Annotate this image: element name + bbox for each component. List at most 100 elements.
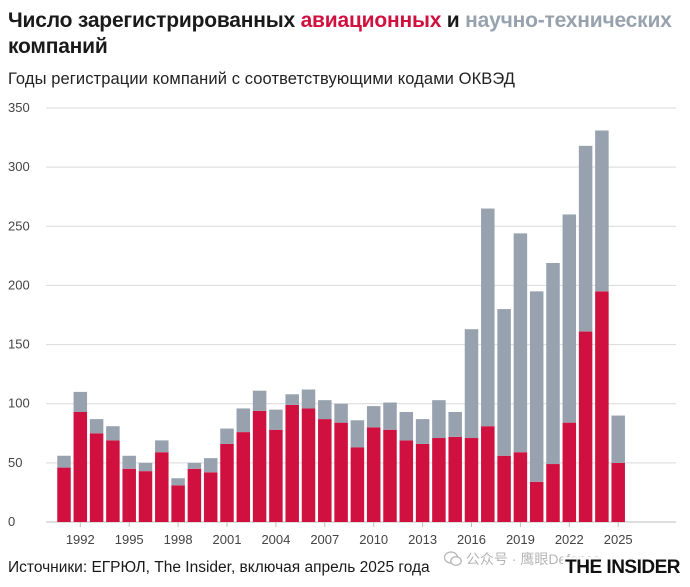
- bar-scitech-1998: [171, 478, 185, 486]
- bars: [57, 130, 625, 522]
- bar-scitech-2004: [269, 409, 283, 430]
- bar-scitech-2007: [318, 400, 332, 420]
- title-part3: компаний: [8, 35, 108, 58]
- bar-scitech-1991: [57, 455, 71, 468]
- x-tick-label-2022: 2022: [555, 532, 584, 547]
- bar-scitech-2002: [236, 408, 251, 433]
- bar-aviation-1998: [171, 485, 185, 522]
- bar-aviation-2020: [529, 481, 544, 522]
- x-tick-label-2004: 2004: [261, 532, 290, 547]
- bar-scitech-2017: [481, 208, 495, 427]
- bar-aviation-2021: [546, 464, 560, 522]
- bar-scitech-2011: [383, 402, 397, 430]
- bar-aviation-2019: [513, 452, 528, 522]
- bar-aviation-2009: [350, 447, 365, 522]
- y-tick-label-350: 350: [8, 100, 30, 115]
- bar-scitech-1996: [138, 462, 153, 472]
- bar-aviation-2008: [334, 422, 348, 522]
- bar-aviation-2015: [448, 436, 462, 522]
- bar-aviation-1996: [138, 471, 153, 522]
- title-scitech-series: научно-технических: [465, 9, 672, 32]
- bar-aviation-2002: [236, 432, 251, 522]
- bar-aviation-2011: [383, 429, 397, 522]
- y-axis: 0 50 100 150 200 250 300 350: [8, 100, 30, 529]
- bar-scitech-2005: [285, 394, 299, 405]
- title-part2: и: [441, 9, 466, 32]
- bar-aviation-2025: [611, 462, 625, 522]
- bar-aviation-2013: [415, 443, 430, 522]
- y-tick-label-150: 150: [8, 337, 30, 352]
- bar-scitech-2018: [497, 309, 511, 456]
- bar-aviation-2010: [366, 427, 381, 522]
- chart-title: Число зарегистрированных авиационных и н…: [8, 8, 678, 60]
- title-aviation-series: авиационных: [300, 9, 442, 32]
- y-tick-label-100: 100: [8, 396, 30, 411]
- bar-scitech-2016: [464, 329, 479, 439]
- bar-scitech-1995: [122, 455, 136, 469]
- bar-scitech-2000: [203, 458, 218, 473]
- title-part1: Число зарегистрированных: [8, 9, 301, 32]
- x-tick-label-1998: 1998: [164, 532, 193, 547]
- bar-scitech-2019: [513, 233, 528, 453]
- bar-scitech-2023: [578, 145, 593, 332]
- bar-aviation-1993: [89, 433, 104, 522]
- bar-scitech-1993: [89, 419, 104, 434]
- bar-scitech-2020: [529, 291, 544, 482]
- bar-scitech-2015: [448, 411, 462, 437]
- bar-scitech-2024: [595, 130, 609, 292]
- stacked-bar-chart: 0 50 100 150 200 250 300 350 1992 1995 1998 2001 20…: [8, 100, 676, 547]
- bar-aviation-2004: [269, 429, 283, 522]
- bar-scitech-2013: [415, 419, 430, 444]
- bar-scitech-1994: [106, 426, 120, 441]
- bar-aviation-2023: [578, 331, 593, 522]
- bar-aviation-1994: [106, 440, 120, 522]
- x-tick-label-2007: 2007: [310, 532, 339, 547]
- bar-scitech-2001: [220, 428, 234, 444]
- bar-aviation-2018: [497, 455, 511, 522]
- brand-logo: THE INSIDER: [563, 557, 682, 579]
- y-tick-label-300: 300: [8, 159, 30, 174]
- bar-aviation-2014: [432, 438, 446, 522]
- x-tick-label-2013: 2013: [408, 532, 437, 547]
- x-tick-label-2019: 2019: [506, 532, 535, 547]
- wechat-icon: [443, 551, 462, 567]
- chart-subtitle: Годы регистрации компаний с соответствую…: [8, 70, 516, 88]
- bar-scitech-1999: [187, 462, 202, 469]
- y-tick-label-0: 0: [8, 514, 15, 529]
- bar-aviation-1999: [187, 468, 202, 522]
- bar-scitech-2003: [252, 390, 267, 411]
- bar-aviation-1992: [73, 411, 88, 522]
- x-tick-label-1992: 1992: [66, 532, 95, 547]
- bar-aviation-2016: [464, 438, 479, 522]
- bar-aviation-2006: [301, 408, 316, 522]
- bar-aviation-1997: [155, 452, 169, 522]
- bar-scitech-2009: [350, 420, 365, 448]
- bar-aviation-2017: [481, 426, 495, 522]
- x-tick-label-2001: 2001: [213, 532, 242, 547]
- bar-aviation-2024: [595, 291, 609, 522]
- bar-scitech-2025: [611, 415, 625, 463]
- bar-scitech-2014: [432, 400, 446, 439]
- bar-scitech-2022: [562, 214, 577, 423]
- y-tick-label-50: 50: [8, 455, 22, 470]
- bar-aviation-2003: [252, 410, 267, 522]
- x-tick-label-2016: 2016: [457, 532, 486, 547]
- x-tick-label-1995: 1995: [115, 532, 144, 547]
- bar-scitech-2010: [366, 406, 381, 428]
- y-tick-label-250: 250: [8, 218, 30, 233]
- bar-scitech-1997: [155, 440, 169, 453]
- bar-scitech-1992: [73, 391, 88, 412]
- bar-aviation-1991: [57, 467, 71, 522]
- bar-aviation-2000: [203, 472, 218, 522]
- sources-note: Источники: ЕГРЮЛ, The Insider, включая а…: [8, 559, 430, 576]
- bar-scitech-2021: [546, 262, 560, 465]
- x-tick-label-2010: 2010: [359, 532, 388, 547]
- bar-scitech-2008: [334, 403, 348, 423]
- bar-aviation-2007: [318, 419, 332, 522]
- y-tick-label-200: 200: [8, 277, 30, 292]
- x-axis: 1992 1995 1998 2001 2004 2007 2010 2013 2016 2019…: [66, 522, 633, 547]
- bar-aviation-2022: [562, 422, 577, 522]
- bar-aviation-2001: [220, 443, 234, 522]
- bar-aviation-2005: [285, 404, 299, 522]
- bar-aviation-2012: [399, 440, 414, 522]
